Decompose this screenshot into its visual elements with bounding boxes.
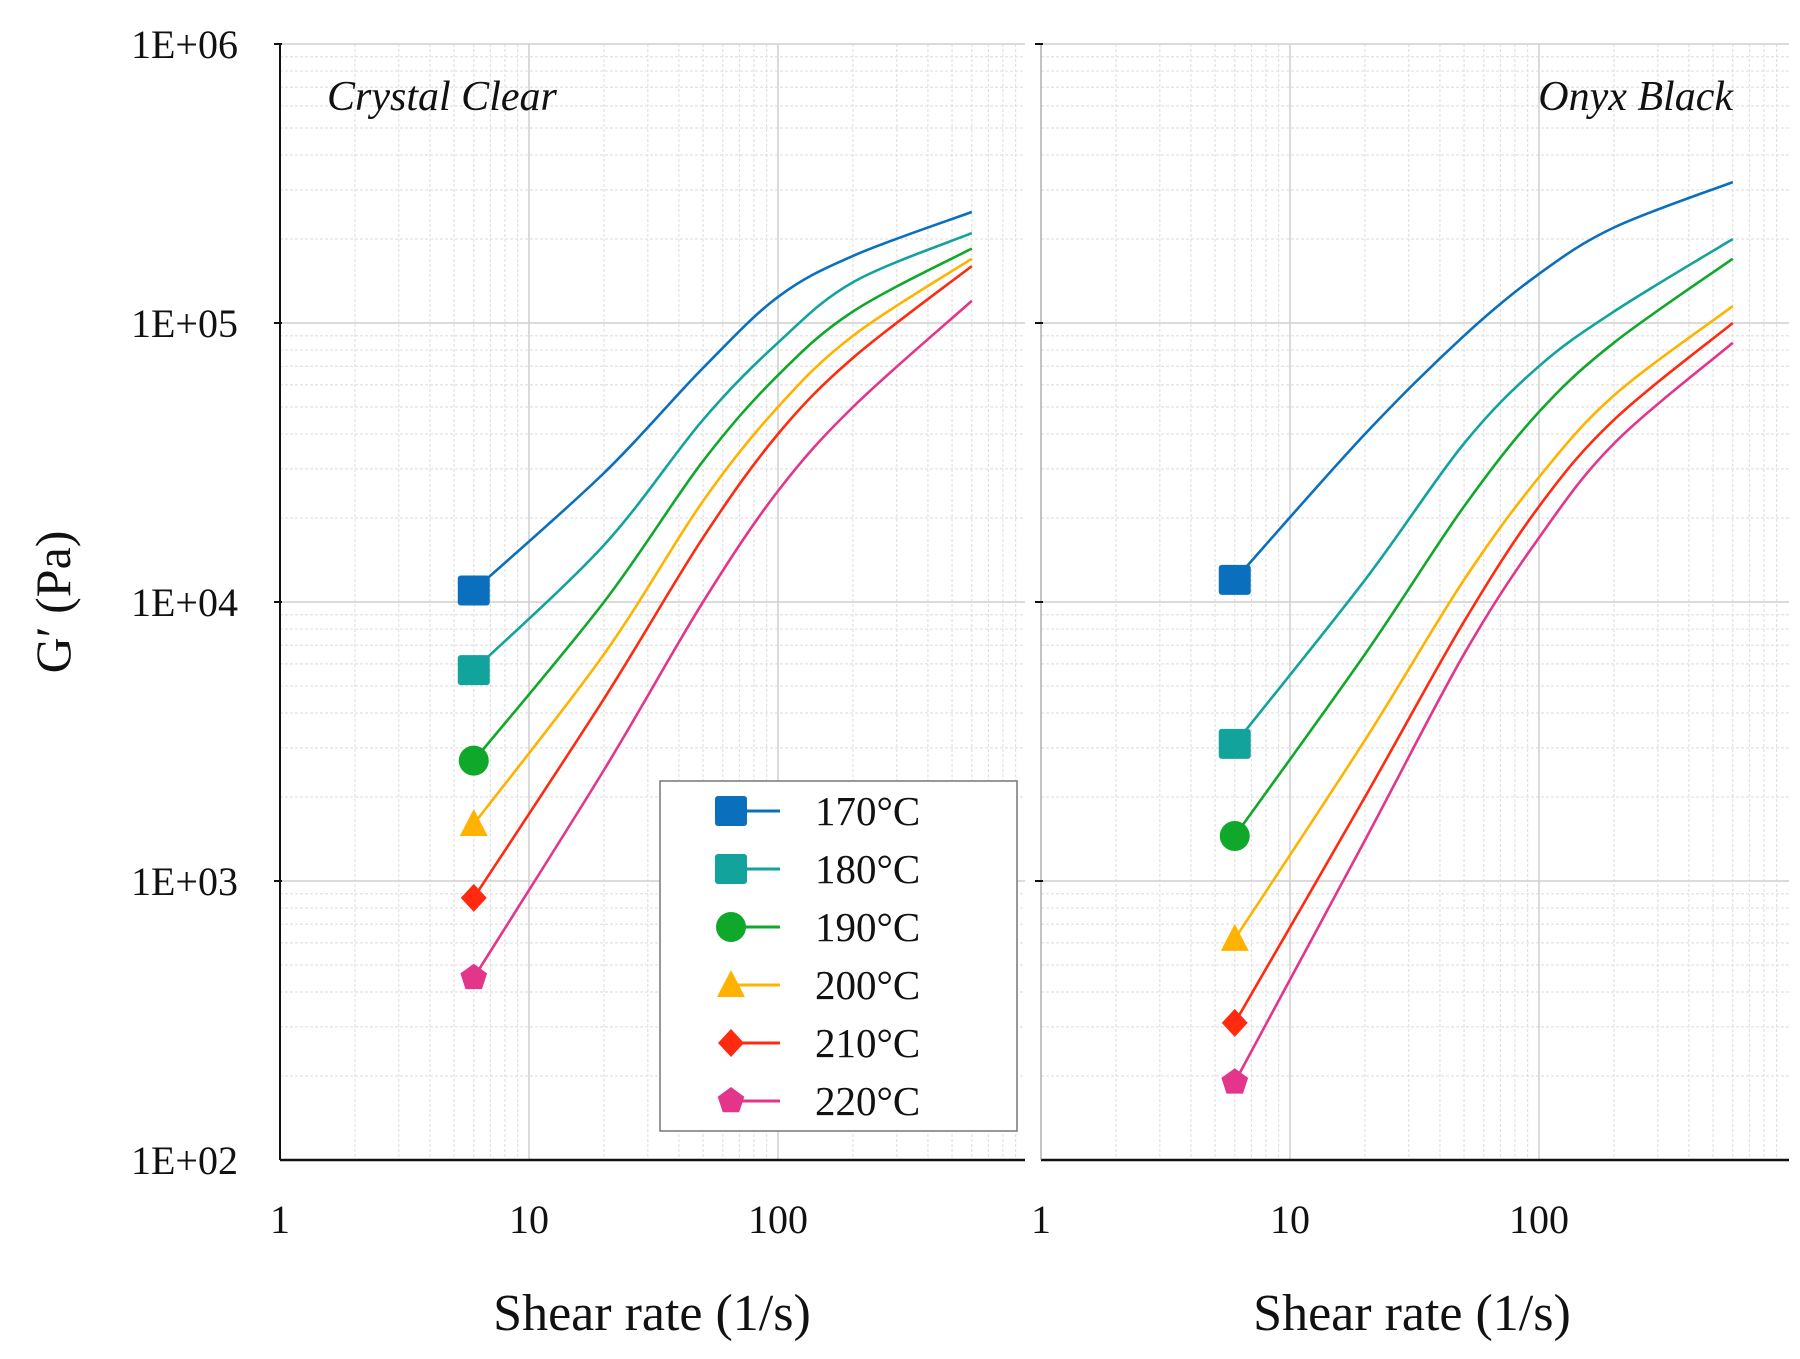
legend-label: 170°C <box>815 788 920 834</box>
panel-title-left: Crystal Clear <box>327 74 558 120</box>
data-point-marker <box>1221 1068 1249 1094</box>
series-line <box>472 257 973 825</box>
x-tick-label: 100 <box>748 1197 808 1242</box>
legend-marker <box>715 854 747 884</box>
series-line <box>472 231 973 672</box>
legend-item: 210°C <box>718 1020 920 1066</box>
series-line <box>472 247 973 762</box>
y-tick-label: 1E+02 <box>131 1138 238 1183</box>
data-point-marker <box>1218 564 1251 595</box>
series-line <box>1233 257 1734 837</box>
series-line <box>1233 321 1734 1024</box>
data-point-marker <box>458 745 489 776</box>
y-tick-label: 1E+06 <box>131 22 238 67</box>
legend-marker <box>715 796 747 826</box>
series-line <box>472 210 973 592</box>
x-tick-label: 1 <box>1031 1197 1051 1242</box>
x-axis-label-right: Shear rate (1/s) <box>1253 1285 1571 1342</box>
legend-marker <box>717 1087 745 1113</box>
data-point-marker <box>457 655 490 686</box>
x-tick-label: 10 <box>509 1197 549 1242</box>
series-190°C <box>1219 257 1734 851</box>
legend-marker <box>716 912 746 942</box>
series-170°C <box>457 210 973 606</box>
data-point-marker <box>460 963 488 990</box>
series-200°C <box>1220 305 1734 951</box>
series-170°C <box>1218 180 1734 595</box>
series-line <box>1233 237 1734 745</box>
series-line <box>472 299 973 979</box>
series-220°C <box>460 299 973 990</box>
y-tick-label: 1E+05 <box>131 301 238 346</box>
x-tick-label: 1 <box>270 1197 290 1242</box>
series-210°C <box>460 265 973 912</box>
legend-item: 170°C <box>715 788 920 834</box>
legend-marker <box>718 1029 744 1057</box>
data-point-marker <box>1219 820 1250 851</box>
data-point-marker <box>459 809 488 837</box>
panel-2: 1 10 100 <box>1031 43 1789 1242</box>
legend-item: 220°C <box>717 1078 920 1124</box>
series-line <box>472 265 973 899</box>
series-180°C <box>457 231 973 686</box>
series-line <box>1233 341 1734 1083</box>
legend-label: 220°C <box>815 1078 920 1124</box>
legend-item: 190°C <box>716 904 920 950</box>
x-tick-label: 10 <box>1270 1197 1310 1242</box>
legend-label: 180°C <box>815 846 920 892</box>
series-line <box>1233 305 1734 940</box>
data-point-marker <box>460 883 487 912</box>
x-tick-label: 100 <box>1509 1197 1569 1242</box>
series-220°C <box>1221 341 1734 1094</box>
legend-label: 200°C <box>815 962 920 1008</box>
legend-item: 180°C <box>715 846 920 892</box>
data-point-marker <box>1220 923 1249 951</box>
series-180°C <box>1218 237 1734 759</box>
y-tick-label: 1E+04 <box>131 580 238 625</box>
legend-marker <box>717 970 745 997</box>
series-200°C <box>459 257 973 837</box>
legend: 170°C 180°C 190°C 200°C 210°C 220°C <box>659 780 1018 1132</box>
panel-title-right: Onyx Black <box>1538 74 1734 120</box>
series-210°C <box>1221 321 1734 1037</box>
legend-label: 210°C <box>815 1020 920 1066</box>
y-tick-label: 1E+03 <box>131 859 238 904</box>
legend-label: 190°C <box>815 904 920 950</box>
data-point-marker <box>457 575 490 606</box>
data-point-marker <box>1221 1008 1248 1037</box>
series-190°C <box>458 247 973 776</box>
x-axis-label-left: Shear rate (1/s) <box>493 1285 811 1342</box>
data-point-marker <box>1218 728 1251 759</box>
y-axis-label: G′ (Pa) <box>25 531 81 674</box>
legend-box <box>659 780 1018 1132</box>
legend-item: 200°C <box>717 962 920 1008</box>
series-line <box>1233 180 1734 581</box>
